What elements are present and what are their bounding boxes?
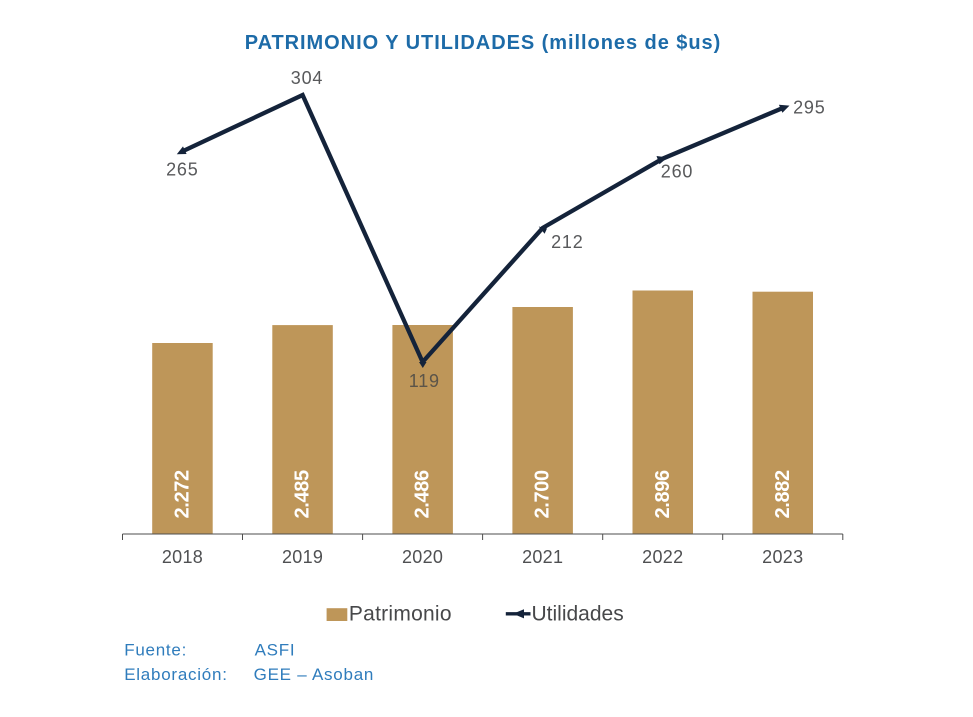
svg-text:Fuente:: Fuente: [124, 640, 187, 659]
svg-text:2022: 2022 [642, 547, 683, 567]
svg-text:2.272: 2.272 [172, 470, 194, 519]
svg-text:2.486: 2.486 [412, 470, 434, 519]
svg-text:Patrimonio: Patrimonio [349, 603, 452, 626]
svg-text:ASFI: ASFI [255, 640, 296, 659]
svg-text:260: 260 [661, 161, 693, 181]
svg-text:Elaboración:: Elaboración: [124, 665, 228, 684]
svg-text:2018: 2018 [162, 547, 203, 567]
svg-text:2023: 2023 [762, 547, 803, 567]
svg-text:GEE – Asoban: GEE – Asoban [254, 665, 375, 684]
svg-text:2020: 2020 [402, 547, 443, 567]
svg-text:2.700: 2.700 [532, 470, 554, 519]
svg-text:2021: 2021 [522, 547, 563, 567]
svg-text:212: 212 [551, 232, 583, 252]
svg-text:PATRIMONIO Y UTILIDADES (millo: PATRIMONIO Y UTILIDADES (millones de $us… [245, 32, 721, 54]
svg-text:265: 265 [166, 160, 198, 180]
svg-text:2019: 2019 [282, 547, 323, 567]
svg-text:119: 119 [409, 371, 440, 391]
svg-text:2.896: 2.896 [652, 470, 674, 519]
svg-text:Utilidades: Utilidades [532, 603, 624, 626]
svg-text:295: 295 [793, 98, 825, 118]
svg-text:2.882: 2.882 [772, 470, 794, 519]
svg-text:2.485: 2.485 [292, 470, 314, 519]
svg-text:304: 304 [291, 68, 323, 88]
